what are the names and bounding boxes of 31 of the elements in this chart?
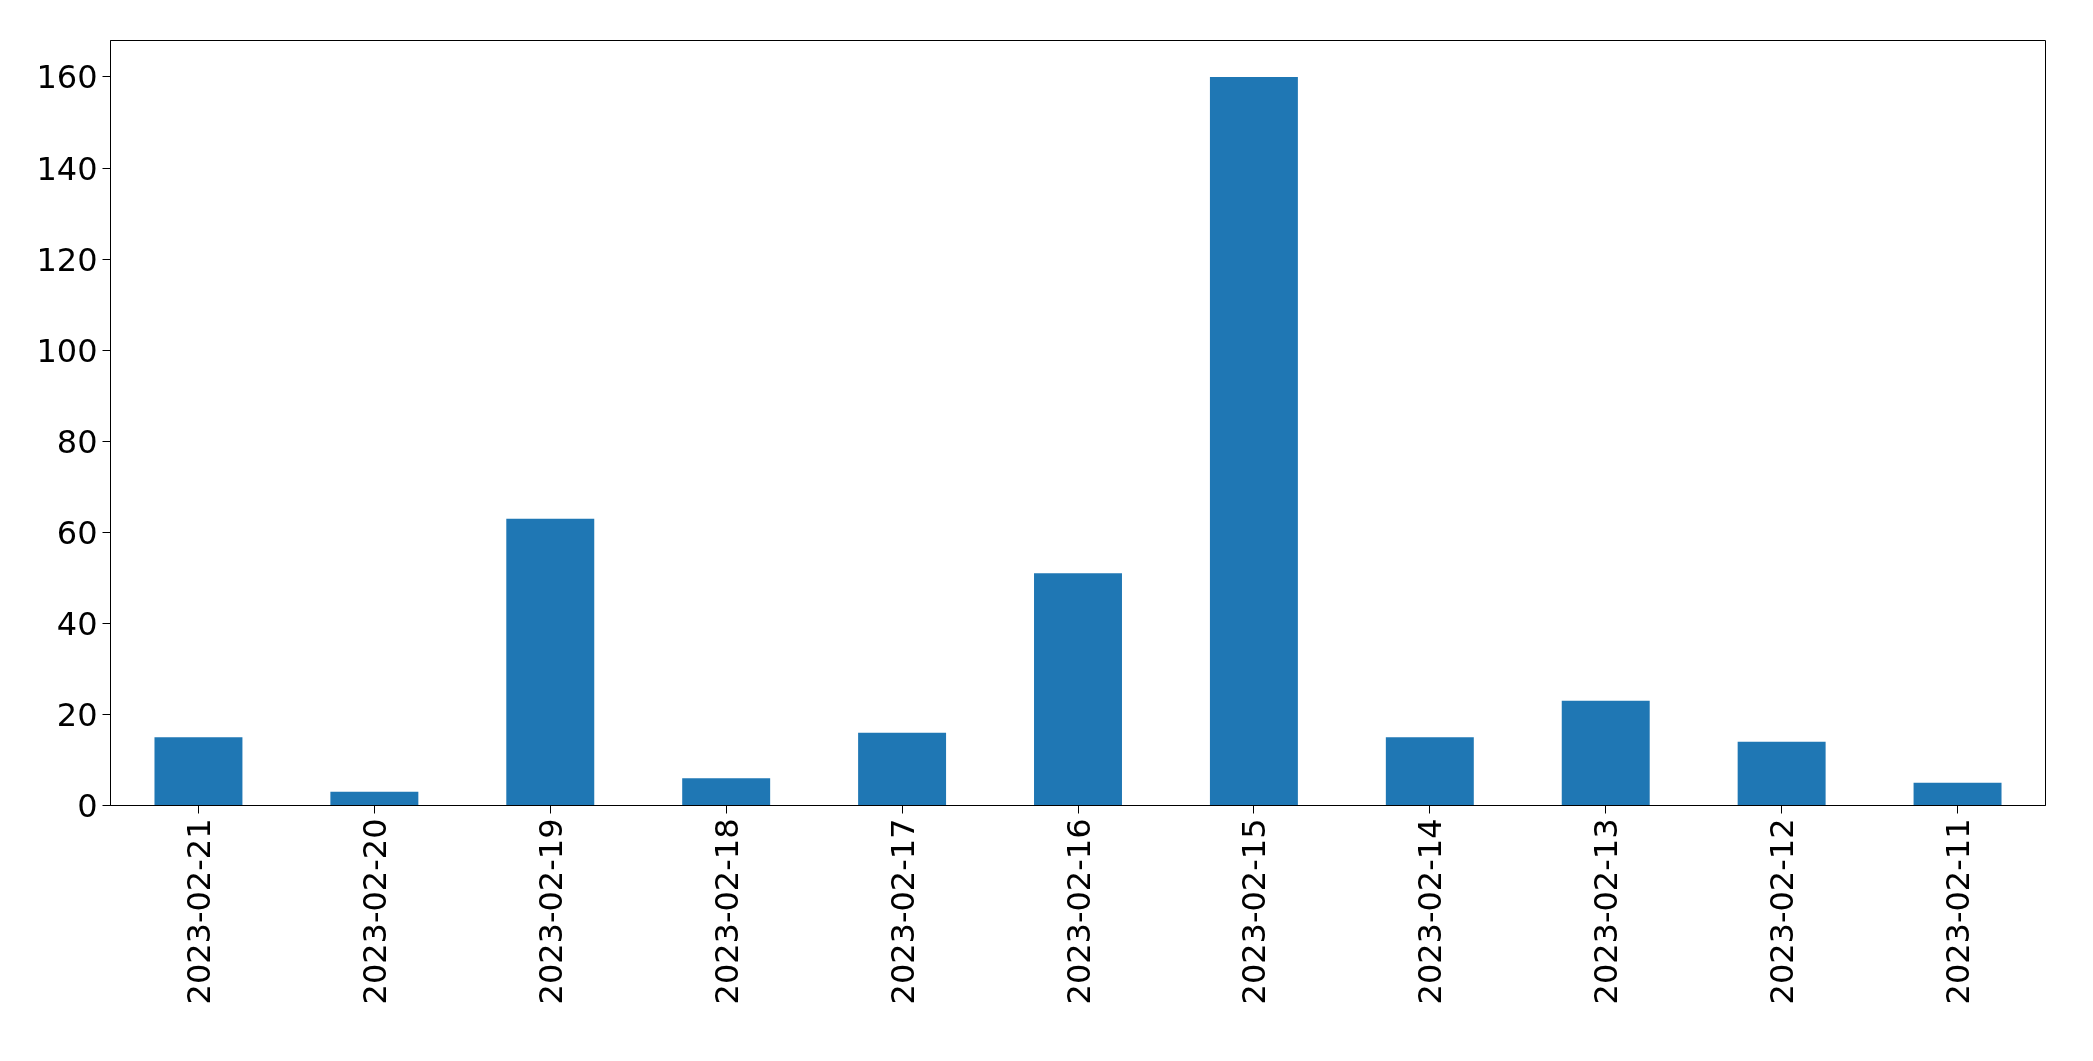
bar — [154, 737, 243, 806]
bar — [1913, 782, 2002, 806]
bar — [682, 778, 771, 806]
y-tick-label: 120 — [36, 240, 98, 279]
y-tick-label: 80 — [56, 422, 98, 461]
bar — [1737, 741, 1826, 806]
x-tick-label: 2023-02-21 — [179, 818, 218, 1005]
x-tick-label: 2023-02-15 — [1235, 818, 1274, 1005]
x-tick-label: 2023-02-20 — [355, 818, 394, 1005]
bar — [330, 791, 419, 806]
bar — [1561, 700, 1650, 806]
y-tick-label: 140 — [36, 149, 98, 188]
y-tick-label: 60 — [56, 513, 98, 552]
x-tick-label: 2023-02-11 — [1939, 818, 1978, 1005]
bar — [506, 518, 595, 806]
x-tick-label: 2023-02-14 — [1411, 818, 1450, 1005]
x-tick-label: 2023-02-18 — [707, 818, 746, 1005]
bar — [1034, 573, 1122, 806]
y-tick-label: 20 — [56, 695, 98, 734]
x-tick-label: 2023-02-19 — [531, 818, 570, 1005]
bar — [1385, 737, 1474, 806]
y-tick-label: 100 — [36, 331, 98, 370]
x-tick-label: 2023-02-17 — [883, 818, 922, 1005]
y-tick-label: 40 — [56, 604, 98, 643]
bar — [1209, 76, 1298, 806]
y-tick-label: 160 — [36, 58, 98, 97]
bar — [858, 732, 947, 806]
y-tick-label: 0 — [77, 787, 98, 825]
x-tick-label: 2023-02-13 — [1587, 818, 1626, 1005]
x-tick-label: 2023-02-12 — [1763, 818, 1802, 1005]
x-tick-label: 2023-02-16 — [1059, 818, 1098, 1005]
